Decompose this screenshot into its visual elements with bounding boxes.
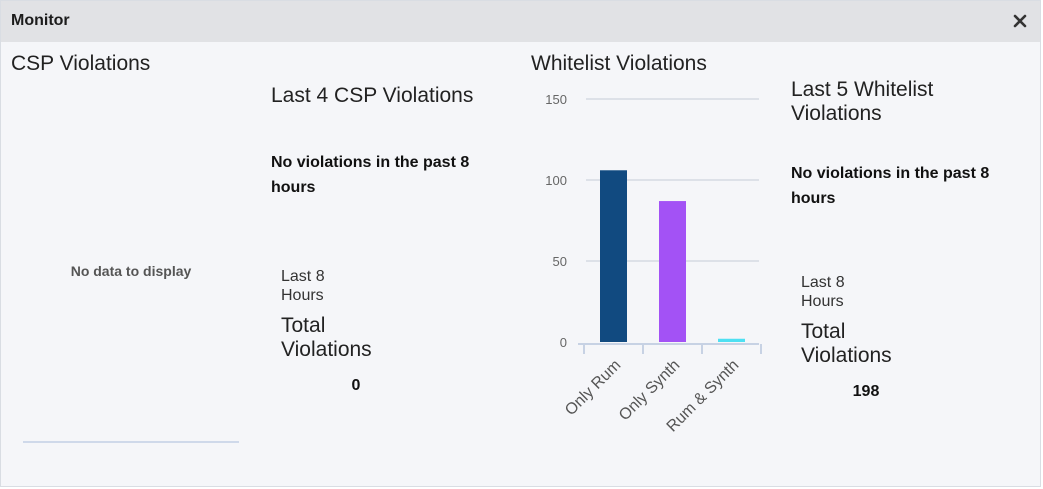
bar-only-synth[interactable] xyxy=(659,201,686,342)
csp-total-violations-count: 0 xyxy=(351,377,361,394)
x-tick-label: Only Rum xyxy=(562,357,624,419)
y-tick-label: 50 xyxy=(553,254,567,269)
panel-title: Monitor xyxy=(11,12,70,29)
csp-violations-heading: CSP Violations xyxy=(11,52,151,75)
y-tick-label: 100 xyxy=(545,173,567,188)
csp-no-violations-message: No violations in the past 8 hours xyxy=(271,154,470,196)
y-tick-label: 0 xyxy=(560,335,567,350)
y-tick-label: 150 xyxy=(545,92,567,107)
panel-titlebar: Monitor xyxy=(1,1,1040,42)
csp-no-data-message: No data to display xyxy=(70,263,192,279)
whitelist-total-violations-label: Total Violations xyxy=(801,320,892,367)
whitelist-no-violations-message: No violations in the past 8 hours xyxy=(791,165,990,207)
bar-only-rum[interactable] xyxy=(600,170,627,342)
last-csp-violations-title: Last 4 CSP Violations xyxy=(271,84,474,107)
bar-rum-synth[interactable] xyxy=(718,338,745,342)
close-icon[interactable] xyxy=(1012,13,1028,29)
whitelist-period-label: Last 8 Hours xyxy=(801,274,845,310)
whitelist-total-violations-count: 198 xyxy=(852,383,880,400)
last-whitelist-violations-title: Last 5 Whitelist Violations xyxy=(791,78,934,125)
csp-total-violations-label: Total Violations xyxy=(281,314,372,361)
csp-period-label: Last 8 Hours xyxy=(281,268,325,304)
csp-chart-baseline xyxy=(23,441,239,443)
whitelist-violations-heading: Whitelist Violations xyxy=(531,52,707,75)
